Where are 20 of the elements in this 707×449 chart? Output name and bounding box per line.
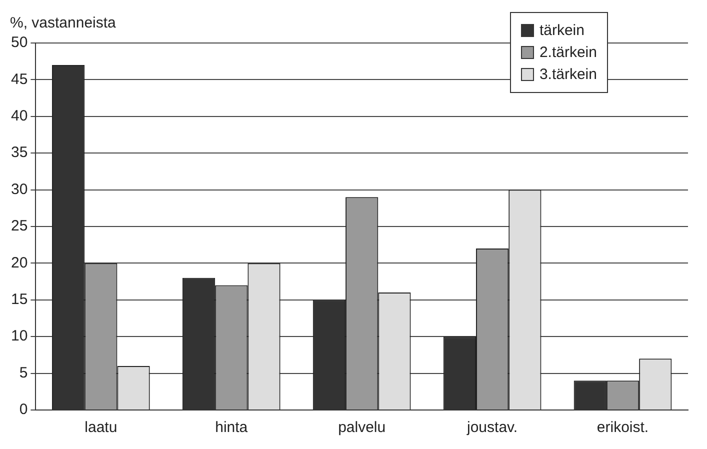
y-tick-label: 20 bbox=[10, 254, 28, 272]
y-tick-label: 0 bbox=[19, 401, 28, 418]
y-tick-label: 45 bbox=[10, 70, 28, 88]
y-tick-label: 30 bbox=[10, 180, 28, 198]
x-tick-label: laatu bbox=[84, 419, 118, 436]
x-tick-label: joustav. bbox=[466, 419, 518, 436]
legend-label: 3.tärkein bbox=[539, 66, 597, 83]
y-tick-label: 50 bbox=[10, 34, 28, 52]
x-tick-label: hinta bbox=[215, 419, 248, 436]
legend-label: 2.tärkein bbox=[539, 44, 597, 61]
y-tick-label: 25 bbox=[10, 218, 28, 235]
legend-label: tärkein bbox=[539, 22, 584, 39]
y-tick-label: 15 bbox=[10, 291, 28, 308]
x-tick-label: palvelu bbox=[338, 419, 386, 436]
y-tick-label: 35 bbox=[10, 144, 28, 162]
y-tick-label: 40 bbox=[10, 108, 28, 125]
y-tick-label: 10 bbox=[10, 328, 28, 345]
x-tick-label: erikoist. bbox=[596, 419, 649, 436]
y-axis-title: %, vastanneista bbox=[10, 14, 117, 32]
y-tick-label: 5 bbox=[19, 364, 28, 382]
